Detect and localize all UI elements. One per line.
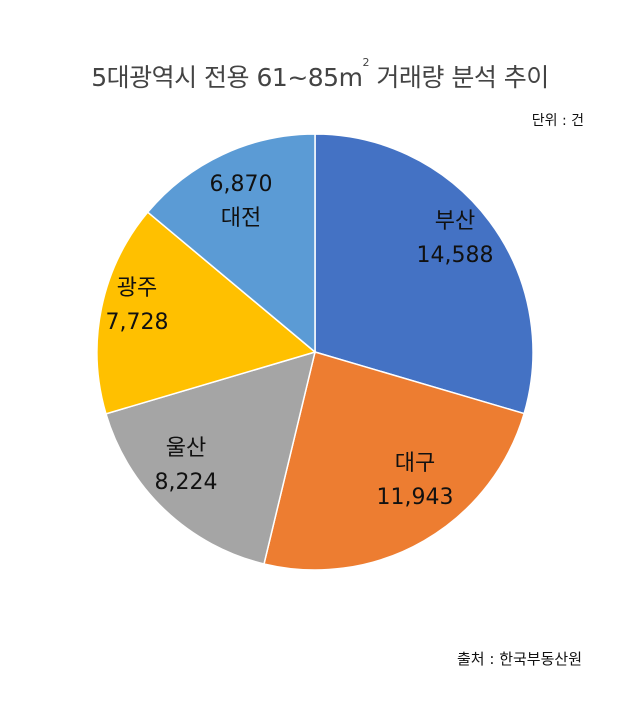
slice-label: 광주 7,728 <box>77 272 197 340</box>
slice-name: 대전 <box>220 206 262 231</box>
title-main: 5대광역시 전용 61~85m <box>91 63 363 92</box>
title-rest: 거래량 분석 추이 <box>368 63 549 92</box>
slice-value: 8,224 <box>154 470 218 495</box>
slice-value: 14,588 <box>416 243 494 268</box>
pie-slice-2 <box>263 351 526 571</box>
slice-value: 7,728 <box>105 310 169 335</box>
slice-name: 울산 <box>165 436 207 461</box>
slice-value: 11,943 <box>376 485 454 510</box>
pie-slice-3 <box>105 350 317 565</box>
slice-label: 대구 11,943 <box>355 447 475 515</box>
slice-name: 광주 <box>116 276 158 301</box>
slice-label: 6,870 대전 <box>181 168 301 236</box>
title-superscript: 2 <box>362 56 369 69</box>
source-label: 출처 : 한국부동산원 <box>457 650 582 668</box>
slice-label: 부산 14,588 <box>395 205 515 273</box>
slice-name: 부산 <box>434 209 476 234</box>
pie-slice-4 <box>96 211 317 415</box>
slice-value: 6,870 <box>209 172 273 197</box>
unit-label: 단위 : 건 <box>531 113 584 129</box>
slice-name: 대구 <box>394 451 436 476</box>
slice-label: 울산 8,224 <box>126 432 246 500</box>
chart-title: 5대광역시 전용 61~85m2 거래량 분석 추이 <box>0 56 640 94</box>
pie-slice-5 <box>146 133 316 354</box>
pie-slice-1 <box>314 133 534 415</box>
